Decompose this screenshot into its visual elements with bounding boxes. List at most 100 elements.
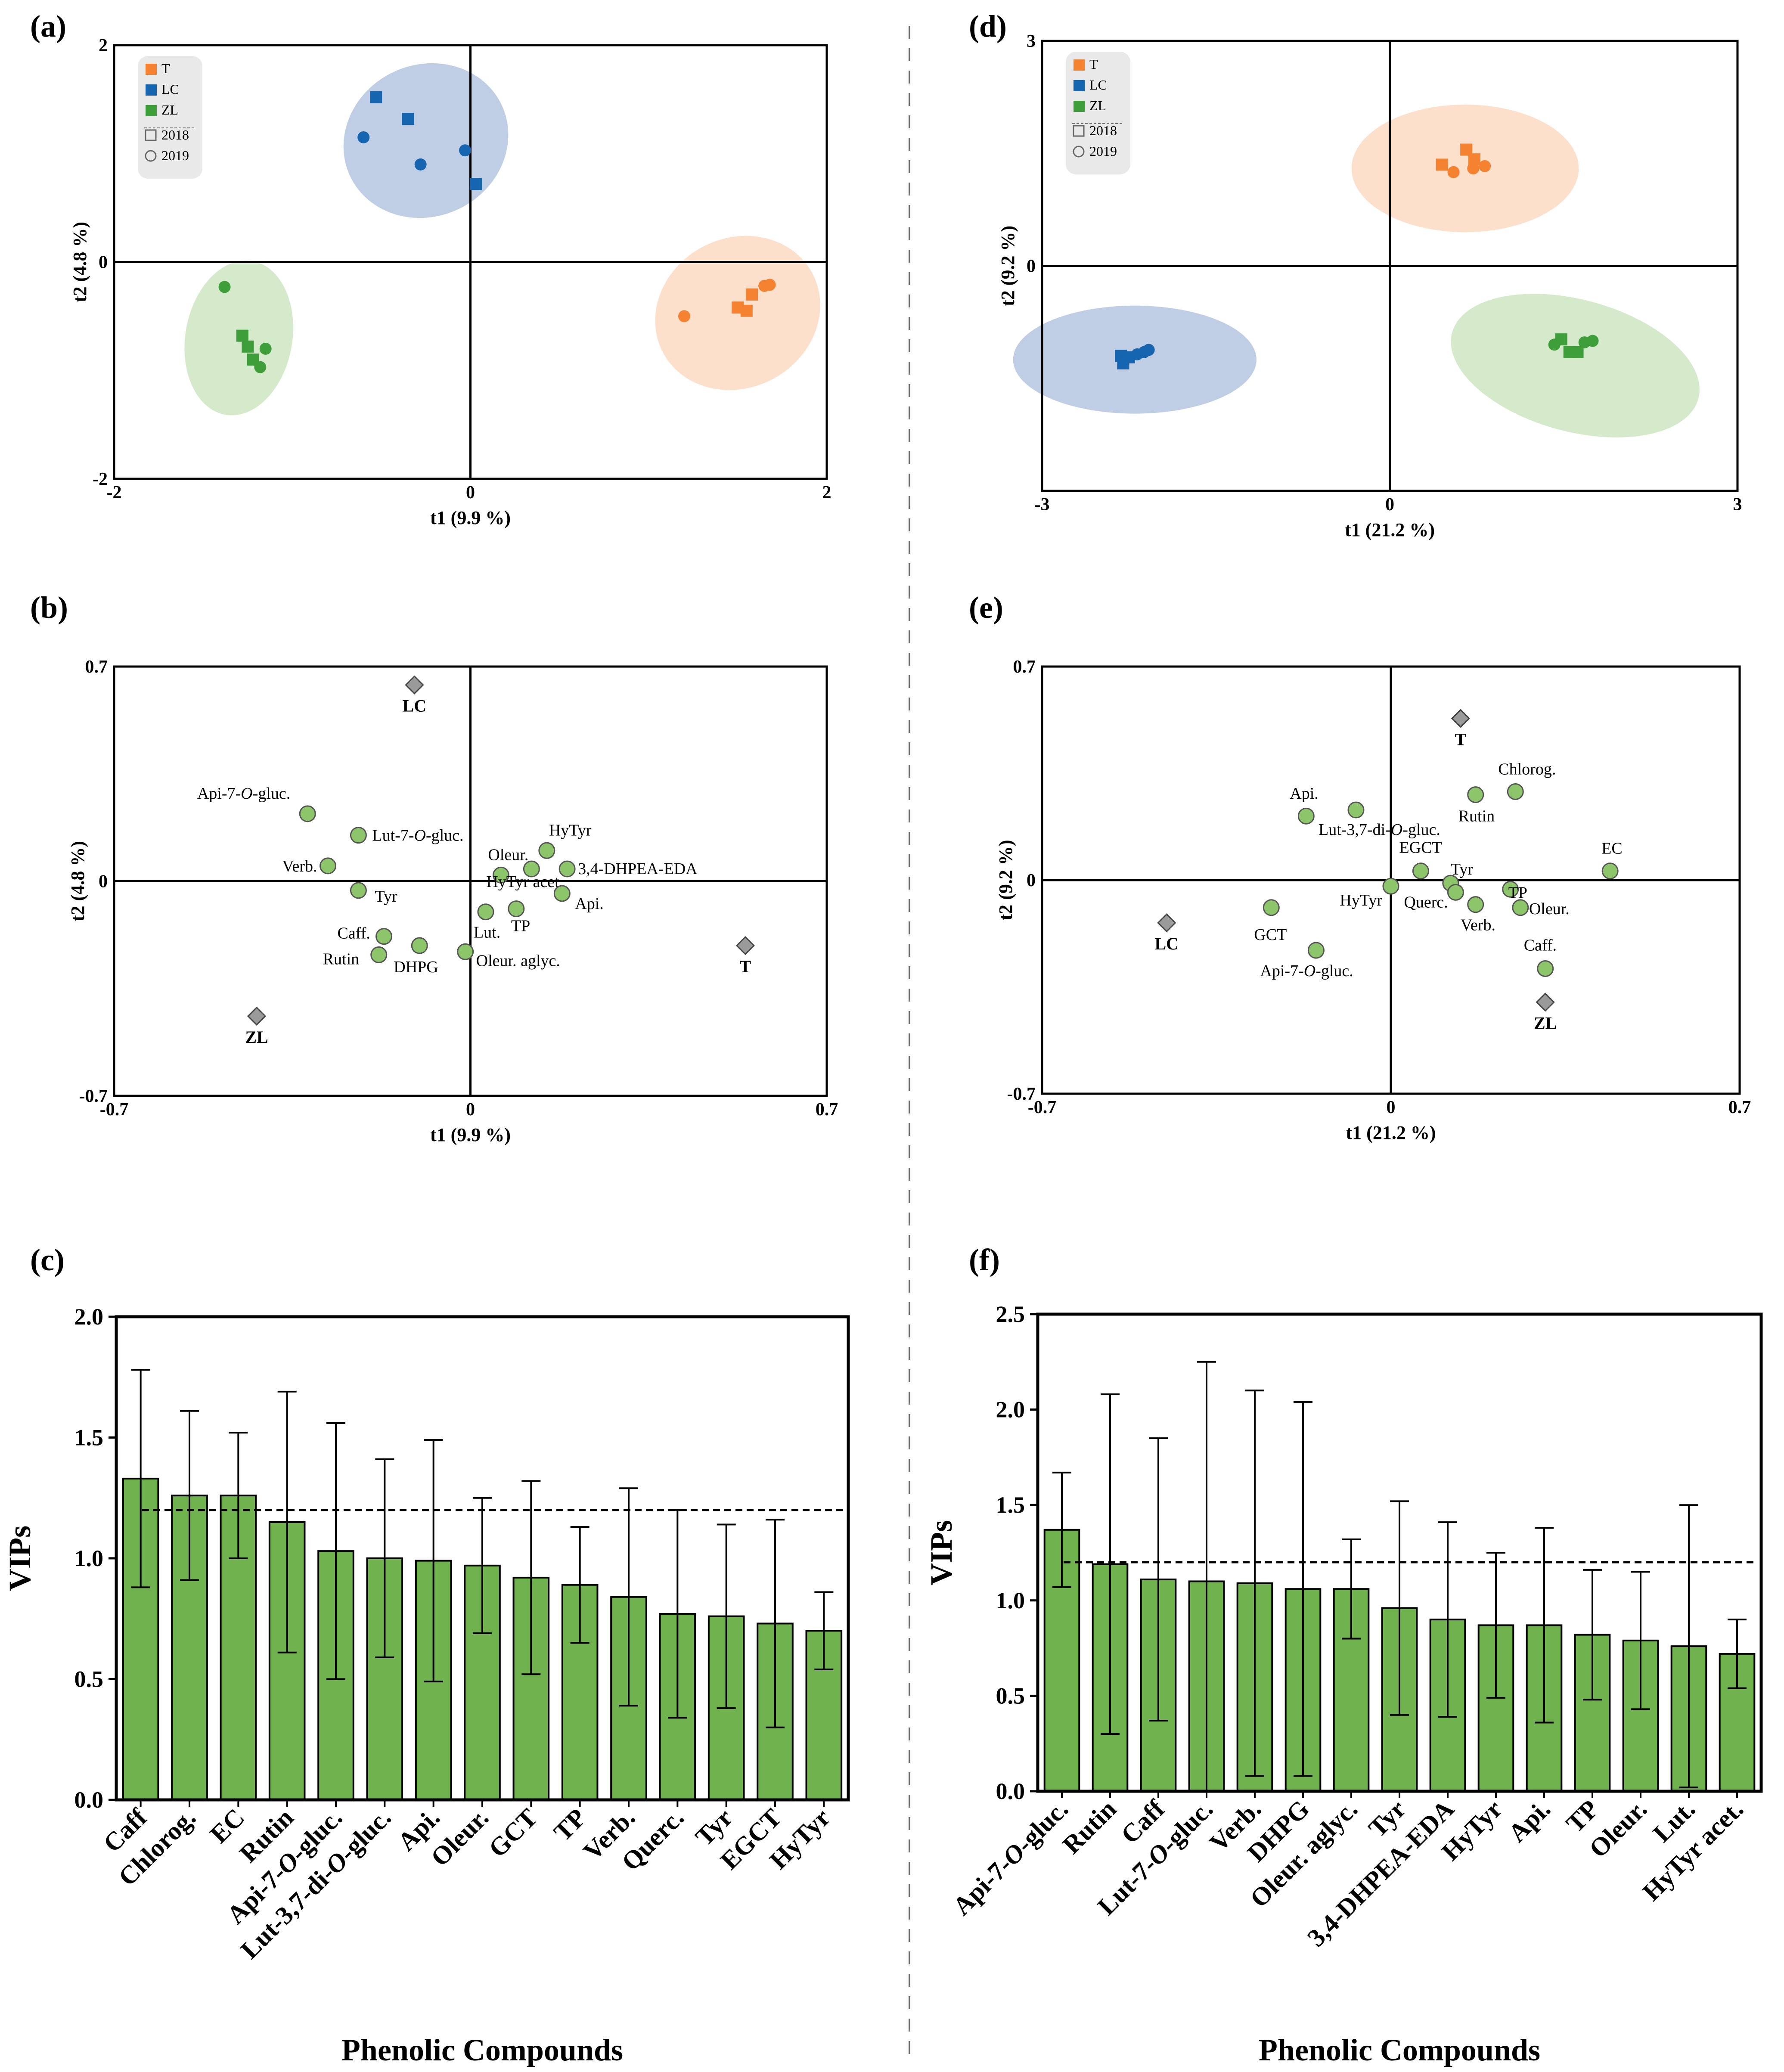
variable-point — [558, 860, 576, 878]
variable-label: Querc. — [1404, 893, 1448, 911]
y-tick-label: 0.7 — [1013, 657, 1036, 677]
variable-label: DHPG — [394, 958, 438, 976]
variable-label: HyTyr acet. — [486, 873, 563, 891]
point-lc-2018 — [469, 178, 482, 190]
plot-frame — [1036, 1312, 1763, 1793]
legend-label: LC — [161, 81, 179, 97]
variable-label: 3,4-DHPEA-EDA — [578, 860, 698, 878]
plot-frame — [1041, 40, 1739, 492]
class-marker-lc — [1157, 913, 1176, 933]
variable-label: Verb. — [282, 857, 317, 875]
variable-point — [350, 827, 367, 844]
class-label-zl: ZL — [245, 1027, 268, 1047]
variable-point — [1537, 960, 1554, 977]
x-tick-label: 0.7 — [816, 1100, 838, 1120]
point-lc-2018 — [1117, 357, 1129, 369]
variable-label: HyTyr — [549, 821, 592, 839]
legend-swatch-zl — [1074, 101, 1085, 112]
confidence-ellipse-zl — [1451, 294, 1700, 437]
variable-point — [1467, 786, 1484, 803]
x-axis-title: t1 (9.9 %) — [430, 1124, 511, 1145]
point-zl-2018 — [236, 329, 248, 342]
x-axis-title: t1 (9.9 %) — [430, 507, 511, 528]
point-zl-2019 — [1548, 338, 1561, 351]
point-lc-2019 — [414, 158, 427, 171]
variable-label: Api. — [1290, 785, 1319, 803]
variable-label: Oleur. aglyc. — [476, 952, 560, 970]
x-tick-label: -2 — [107, 483, 122, 502]
y-tick-label: -2 — [93, 469, 108, 489]
y-tick-label: 0.5 — [74, 1666, 104, 1692]
variable-point — [1467, 896, 1484, 913]
legend-swatch-2019 — [145, 150, 157, 162]
y-axis-title: t2 (4.8 %) — [67, 841, 88, 921]
variable-point — [370, 946, 388, 963]
variable-label: Oleur. — [1529, 900, 1570, 918]
y-tick-label: 0 — [1027, 871, 1036, 890]
x-tick-label: 0 — [466, 483, 475, 502]
y-tick-label: 2.0 — [996, 1397, 1025, 1423]
variable-point — [1412, 862, 1429, 880]
class-marker-zl — [247, 1006, 267, 1026]
y-axis-title: t2 (4.8 %) — [69, 222, 90, 302]
panel-label-f: (f) — [969, 1243, 1000, 1277]
point-t-2019 — [1447, 166, 1460, 178]
legend-label: ZL — [161, 102, 178, 118]
variable-point — [1447, 884, 1464, 901]
variable-label: Oleur. — [488, 846, 528, 864]
variable-point — [538, 842, 555, 859]
point-lc-2018 — [402, 113, 414, 125]
plot-frame — [113, 44, 828, 480]
point-lc-2019 — [1142, 344, 1155, 356]
panel-label-b: (b) — [30, 590, 68, 625]
legend-label: 2018 — [161, 127, 189, 143]
variable-label: Api-7-O-gluc. — [1260, 962, 1353, 980]
x-tick-label: -0.7 — [100, 1100, 129, 1120]
x-tick-label: -3 — [1035, 495, 1050, 515]
variable-label: Lut-7-O-gluc. — [372, 827, 463, 845]
legend-swatch-2019 — [1073, 146, 1085, 158]
class-label-lc: LC — [1154, 934, 1179, 953]
variable-point — [457, 943, 474, 960]
point-zl-2019 — [259, 342, 272, 355]
variable-label: TP — [1508, 884, 1527, 902]
class-marker-t — [1451, 709, 1471, 728]
panel-label-a: (a) — [30, 9, 66, 43]
point-zl-2018 — [242, 340, 254, 353]
legend-swatch-zl — [146, 105, 157, 116]
variable-point — [411, 937, 428, 954]
variable-point — [477, 903, 494, 921]
class-label-t: T — [1455, 729, 1467, 749]
y-tick-label: 0 — [99, 253, 108, 273]
variable-point — [1307, 942, 1325, 959]
class-label-lc: LC — [403, 696, 427, 716]
legend-label: 2018 — [1089, 123, 1117, 138]
panel-label-e: (e) — [969, 590, 1003, 625]
variable-point — [1347, 801, 1365, 819]
variable-label: EGCT — [1399, 839, 1442, 857]
x-axis-title: t1 (21.2 %) — [1345, 519, 1435, 540]
variable-label: HyTyr — [1340, 891, 1382, 909]
variable-point — [1512, 899, 1529, 916]
x-tick-label: 0 — [466, 1100, 475, 1120]
variable-label: Tyr — [375, 887, 397, 906]
confidence-ellipse-lc — [343, 63, 509, 218]
point-t-2018 — [1436, 158, 1448, 171]
y-tick-label: 0 — [1027, 257, 1036, 276]
y-tick-label: -0.7 — [79, 1086, 108, 1106]
x-axis-title: t1 (21.2 %) — [1346, 1122, 1436, 1143]
y-axis-title: VIPs — [3, 1526, 37, 1591]
class-marker-zl — [1536, 993, 1555, 1012]
y-tick-label: 3 — [1027, 31, 1036, 51]
panel-label-c: (c) — [30, 1243, 65, 1277]
legend-swatch-2018 — [1073, 125, 1085, 137]
legend-label: 2019 — [161, 148, 189, 163]
x-tick-label: 3 — [1733, 495, 1742, 515]
variable-label: Api. — [575, 895, 604, 913]
variable-label: Verb. — [1461, 916, 1495, 934]
variable-label: Caff. — [338, 924, 370, 943]
y-tick-label: 1.0 — [996, 1588, 1025, 1613]
variable-label: GCT — [1254, 926, 1287, 944]
point-zl-2018 — [1563, 346, 1576, 358]
y-tick-label: 1.0 — [74, 1545, 104, 1571]
